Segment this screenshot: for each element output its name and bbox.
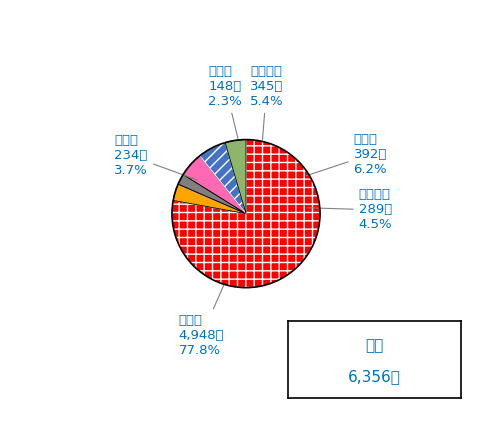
Wedge shape (183, 156, 246, 214)
Wedge shape (200, 143, 246, 214)
Text: 合計: 合計 (365, 338, 384, 353)
Text: 米国籍
392件
6.2%: 米国籍 392件 6.2% (306, 133, 387, 176)
Wedge shape (172, 140, 320, 288)
Wedge shape (225, 140, 246, 214)
Text: 日本国籍
345件
5.4%: 日本国籍 345件 5.4% (250, 65, 284, 140)
Text: 韓国籍
234件
3.7%: 韓国籍 234件 3.7% (114, 135, 197, 180)
Wedge shape (173, 184, 246, 214)
Wedge shape (178, 175, 246, 214)
Text: 欧州国籍
289件
4.5%: 欧州国籍 289件 4.5% (308, 188, 392, 231)
Text: 中国籍
4,948件
77.8%: 中国籍 4,948件 77.8% (179, 284, 224, 357)
Text: その他
148件
2.3%: その他 148件 2.3% (208, 65, 242, 138)
Text: 6,356件: 6,356件 (348, 369, 401, 384)
